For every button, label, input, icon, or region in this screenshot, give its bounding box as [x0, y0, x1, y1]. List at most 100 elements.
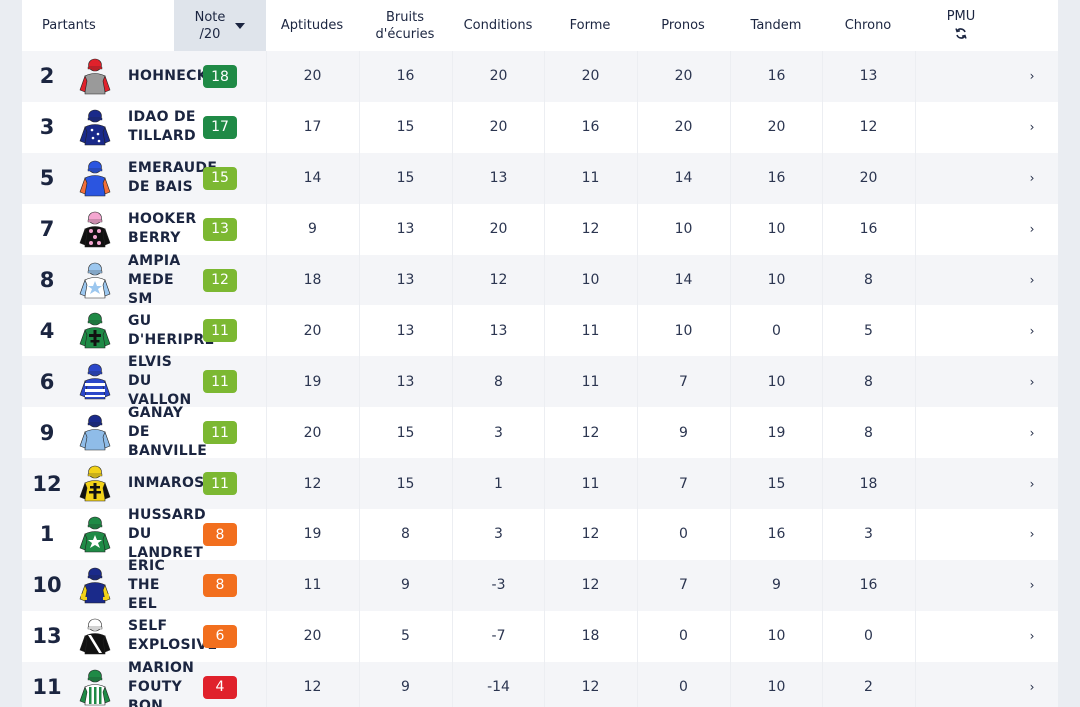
horse-number: 1 [39, 522, 55, 547]
column-divider [915, 458, 916, 510]
horse-name[interactable]: IDAO DE TILLARD [128, 102, 218, 153]
column-divider [637, 509, 638, 560]
chevron-right-icon[interactable]: › [1029, 680, 1035, 695]
table-row[interactable]: 6 ELVIS DU VALLON 11 19 13 8 11 7 10 8 › [22, 354, 1058, 408]
column-divider [730, 101, 731, 153]
score-chrono: 13 [859, 68, 878, 85]
chevron-right-icon[interactable]: › [1029, 273, 1035, 287]
horse-name[interactable]: GU D'HERIPRE [128, 305, 218, 356]
column-divider [915, 610, 916, 662]
horse-name[interactable]: HOHNECK [128, 51, 218, 102]
header-tandem-label: Tandem [750, 18, 802, 33]
horse-name[interactable]: AMPIA MEDE SM [128, 253, 218, 307]
horse-name-line: DE [128, 424, 150, 441]
header-bruits-label-2: d'écuries [375, 26, 435, 42]
horse-number: 9 [39, 420, 55, 445]
score-pronos: 10 [674, 221, 693, 238]
chevron-right-icon[interactable]: › [1029, 120, 1035, 135]
chevron-right-icon[interactable]: › [1029, 629, 1035, 644]
column-divider [452, 356, 453, 408]
table-row[interactable]: 13 SELF EXPLOSIVE 6 20 5 -7 18 0 10 0 › [22, 610, 1058, 662]
header-pmu[interactable]: PMU [915, 0, 1007, 51]
table-row[interactable]: 8 AMPIA MEDE SM 12 18 13 12 10 14 10 8 › [22, 253, 1058, 307]
table-row[interactable]: 7 HOOKER BERRY 13 9 13 20 12 10 10 16 › [22, 203, 1058, 255]
header-aptitudes-label: Aptitudes [280, 18, 344, 33]
horse-name-line: EXPLOSIVE [128, 637, 218, 654]
chevron-right-icon[interactable]: › [1029, 527, 1035, 542]
horse-name[interactable]: INMAROSA [128, 458, 218, 509]
score-pronos: 20 [674, 119, 693, 136]
column-divider [915, 305, 916, 357]
table-row[interactable]: 1 HUSSARD DU LANDRET 8 19 8 3 12 0 16 3 › [22, 507, 1058, 561]
table-row[interactable]: 9 GANAY DE BANVILLE 11 20 15 3 12 9 19 8 › [22, 405, 1058, 459]
column-divider [544, 254, 545, 306]
column-divider [359, 610, 360, 662]
horse-name-line: FOUTY [128, 678, 183, 695]
horse-name[interactable]: HUSSARD DU LANDRET [128, 507, 218, 561]
horse-name[interactable]: ERIC THE EEL [128, 558, 218, 612]
column-divider [730, 407, 731, 459]
horse-name[interactable]: MARION FOUTY BON [128, 660, 218, 707]
table-row[interactable]: 10 ERIC THE EEL 8 11 9 -3 12 7 9 16 › [22, 558, 1058, 612]
column-divider [730, 356, 731, 408]
jockey-silk-icon [78, 464, 112, 504]
header-forme[interactable]: Forme [544, 0, 636, 51]
header-conditions[interactable]: Conditions [452, 0, 544, 51]
chevron-right-icon[interactable]: › [1029, 425, 1035, 440]
refresh-icon[interactable] [955, 27, 967, 40]
header-note-label: Note [194, 9, 226, 25]
score-aptitudes: 17 [303, 119, 322, 136]
score-bruits: 13 [396, 221, 415, 238]
column-divider [544, 305, 545, 357]
column-divider [266, 610, 267, 662]
header-aptitudes[interactable]: Aptitudes [266, 0, 358, 51]
score-chrono: 20 [859, 170, 878, 187]
table-row[interactable]: 12 INMAROSA 11 12 15 1 11 7 15 18 › [22, 458, 1058, 510]
header-tandem[interactable]: Tandem [730, 0, 822, 51]
column-divider [266, 305, 267, 357]
header-note[interactable]: Note /20 [174, 0, 266, 51]
table-row[interactable]: 3 IDAO DE TILLARD 17 17 15 20 16 20 20 12 › [22, 101, 1058, 153]
horse-name[interactable]: ELVIS DU VALLON [128, 354, 218, 408]
column-divider [452, 610, 453, 662]
score-chrono: 16 [859, 577, 878, 594]
horse-name[interactable]: GANAY DE BANVILLE [128, 405, 218, 459]
column-divider [359, 101, 360, 153]
chevron-right-icon[interactable]: › [1029, 69, 1035, 84]
table-row[interactable]: 2 HOHNECK 18 20 16 20 20 20 16 13 › [22, 51, 1058, 102]
horse-name-line: LANDRET [128, 544, 204, 561]
score-tandem: 20 [767, 119, 786, 136]
column-divider [822, 661, 823, 707]
note-badge: 11 [203, 421, 237, 445]
table-row[interactable]: 4 GU D'HERIPRE 11 20 13 13 11 10 0 5 › [22, 305, 1058, 357]
score-aptitudes: 20 [303, 628, 322, 645]
table-row[interactable]: 5 EMERAUDE DE BAIS 15 14 15 13 11 14 16 20 › [22, 152, 1058, 204]
horse-name-line: GU [128, 312, 152, 329]
jockey-silk-icon [78, 362, 112, 402]
horse-name[interactable]: EMERAUDE DE BAIS [128, 153, 218, 204]
horse-name-line: BERRY [128, 230, 181, 247]
chevron-right-icon[interactable]: › [1029, 578, 1035, 593]
header-pronos[interactable]: Pronos [637, 0, 729, 51]
header-bruits[interactable]: Bruits d'écuries [359, 0, 451, 51]
partants-table: Partants Note /20 Aptitudes Bruits d'écu… [22, 0, 1058, 707]
horse-name[interactable]: SELF EXPLOSIVE [128, 611, 218, 662]
score-forme: 12 [581, 424, 600, 441]
horse-name[interactable]: HOOKER BERRY [128, 204, 218, 255]
score-forme: 16 [581, 119, 600, 136]
score-tandem: 16 [767, 170, 786, 187]
chevron-right-icon[interactable]: › [1029, 222, 1035, 237]
chevron-right-icon[interactable]: › [1029, 476, 1035, 491]
header-partants[interactable]: Partants [42, 0, 122, 51]
sort-desc-icon [235, 22, 246, 29]
score-aptitudes: 20 [303, 322, 322, 339]
chevron-right-icon[interactable]: › [1029, 171, 1035, 186]
header-chrono[interactable]: Chrono [822, 0, 914, 51]
score-aptitudes: 19 [303, 526, 322, 543]
table-row[interactable]: 11 MARION FOUTY BON 4 12 9 -14 12 0 10 2 › [22, 660, 1058, 707]
horse-name-line: HOHNECK [128, 67, 208, 84]
score-forme: 20 [581, 68, 600, 85]
chevron-right-icon[interactable]: › [1029, 323, 1035, 338]
chevron-right-icon[interactable]: › [1029, 374, 1035, 389]
score-bruits: 9 [401, 577, 410, 594]
